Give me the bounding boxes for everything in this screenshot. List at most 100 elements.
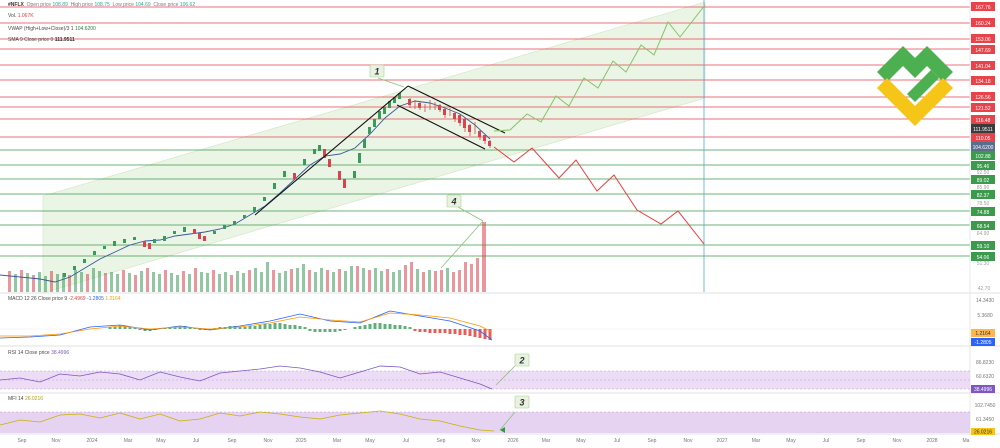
price-badges-red: 167.76 160.24 153.06 147.69 141.04 134.1…: [971, 2, 995, 142]
svg-text:121.52: 121.52: [975, 106, 991, 112]
svg-text:116.48: 116.48: [976, 118, 991, 124]
price-ticks-grey: 92.50 85.90 78.50 64.90 51.30: [977, 170, 990, 267]
svg-text:May: May: [576, 438, 586, 444]
svg-text:38.4996: 38.4996: [974, 387, 992, 393]
svg-text:60.6320: 60.6320: [976, 374, 994, 380]
svg-text:Mar: Mar: [542, 438, 551, 444]
svg-text:Sep: Sep: [228, 438, 237, 444]
pattern-lines: [254, 85, 506, 216]
svg-text:Nov: Nov: [684, 438, 693, 444]
symbol-legend: #NFLX Open price 108.89 High price 108.7…: [8, 2, 196, 8]
mfi-band: [0, 412, 970, 433]
macd-line: [0, 310, 493, 341]
svg-text:2027: 2027: [716, 438, 727, 444]
svg-text:64.90: 64.90: [977, 231, 990, 237]
macd-signal-line: [0, 312, 493, 337]
svg-text:2: 2: [518, 356, 524, 366]
svg-text:Jul: Jul: [403, 438, 409, 444]
annotation-3-line: [499, 411, 516, 431]
candle-bodies-down: [143, 99, 491, 249]
svg-text:14.3430: 14.3430: [976, 298, 994, 304]
broker-logo: [877, 46, 953, 126]
svg-text:78.50: 78.50: [977, 201, 990, 207]
rising-channel: [42, 1, 706, 294]
svg-text:Nov: Nov: [893, 438, 902, 444]
svg-text:167.76: 167.76: [975, 5, 991, 11]
svg-text:Mar: Mar: [333, 438, 342, 444]
rsi-legend[interactable]: RSI 14 Close price 38.4996: [8, 350, 70, 356]
svg-text:111.9511: 111.9511: [973, 127, 993, 133]
svg-text:160.24: 160.24: [975, 21, 991, 27]
mfi-axis: 102.7450 61.3450 26.0216: [971, 403, 996, 436]
svg-text:Sep: Sep: [648, 438, 657, 444]
mfi-legend[interactable]: MFI 14 26.0216: [8, 396, 44, 402]
price-axis[interactable]: 167.76 160.24 153.06 147.69 141.04 134.1…: [971, 2, 996, 436]
svg-text:95.46: 95.46: [977, 164, 990, 170]
svg-text:Mar: Mar: [124, 438, 133, 444]
svg-text:147.69: 147.69: [975, 48, 991, 54]
annotation-badge-3: 3: [514, 395, 530, 409]
svg-text:153.06: 153.06: [975, 37, 991, 43]
svg-text:Nov: Nov: [264, 438, 273, 444]
annotation-badge-1: 1: [369, 64, 385, 78]
macd-legend[interactable]: MACD 12 26 Close price 9 -2.4969 -1.2805…: [8, 296, 121, 302]
svg-text:3: 3: [519, 398, 524, 408]
svg-text:82.37: 82.37: [977, 193, 990, 199]
svg-text:2028: 2028: [926, 438, 937, 444]
svg-text:134.18: 134.18: [975, 79, 991, 85]
svg-text:May: May: [156, 438, 166, 444]
green-projection: [493, 4, 706, 132]
time-axis[interactable]: Sep Nov 2024 Mar May Jul Sep Nov 2025 Ma…: [18, 438, 970, 444]
svg-text:104.6200: 104.6200: [973, 145, 994, 151]
rsi-axis: 86.8230 60.6320 38.4996: [971, 360, 995, 393]
macd-axis: 14.3430 5.3680 1.2164 -1.2805: [971, 298, 995, 346]
svg-text:92.50: 92.50: [977, 170, 990, 176]
svg-text:Nov: Nov: [472, 438, 481, 444]
annotation-4-lines: [440, 206, 484, 269]
annotation-2-line: [495, 365, 516, 386]
annotation-3-marker: [500, 427, 505, 433]
red-projection: [493, 146, 705, 245]
annotation-badge-2: 2: [514, 353, 530, 367]
svg-text:Jul: Jul: [823, 438, 829, 444]
svg-text:102.7450: 102.7450: [975, 403, 996, 409]
svg-text:26.0216: 26.0216: [974, 430, 992, 436]
svg-text:86.8230: 86.8230: [976, 360, 994, 366]
svg-text:2025: 2025: [295, 438, 306, 444]
svg-text:May: May: [786, 438, 796, 444]
svg-text:Ma: Ma: [963, 438, 970, 444]
svg-text:42.70: 42.70: [978, 286, 991, 292]
svg-text:Sep: Sep: [18, 438, 27, 444]
svg-text:-1.2805: -1.2805: [975, 340, 992, 346]
svg-text:54.06: 54.06: [977, 255, 990, 261]
svg-text:Sep: Sep: [857, 438, 866, 444]
macd-histogram: [108, 323, 492, 340]
svg-text:74.88: 74.88: [977, 210, 990, 216]
mfi-line: [0, 410, 495, 432]
svg-text:102.88: 102.88: [975, 154, 991, 160]
volume-bars: [8, 222, 486, 292]
svg-text:5.3680: 5.3680: [977, 313, 993, 319]
svg-text:61.3450: 61.3450: [976, 417, 994, 423]
svg-text:Jul: Jul: [614, 438, 620, 444]
candle-bodies-up: [63, 93, 401, 277]
symbol-name: #NFLX: [8, 2, 24, 8]
rsi-line: [0, 365, 493, 390]
price-badge-vwap: 104.6200: [971, 142, 995, 151]
svg-text:1: 1: [374, 67, 379, 77]
svg-text:Nov: Nov: [52, 438, 61, 444]
vwap-legend[interactable]: VWAP (High+Low+Close)/3 1 104.6200: [8, 26, 96, 32]
svg-text:59.10: 59.10: [977, 244, 990, 250]
volume-legend: Vol. 1.067K: [8, 13, 34, 19]
svg-text:85.90: 85.90: [977, 185, 990, 191]
price-badges-green: 102.88 95.46 89.02 82.37 74.88 68.54 59.…: [971, 151, 995, 261]
svg-text:4: 4: [450, 197, 456, 207]
svg-text:2026: 2026: [507, 438, 518, 444]
svg-text:1.2164: 1.2164: [975, 331, 991, 337]
svg-text:89.02: 89.02: [977, 178, 990, 184]
svg-text:141.04: 141.04: [975, 64, 991, 70]
svg-text:126.56: 126.56: [975, 95, 991, 101]
annotation-1-line: [377, 77, 405, 88]
sma-legend[interactable]: SMA 9 Close price 0 111.9511: [8, 37, 75, 43]
